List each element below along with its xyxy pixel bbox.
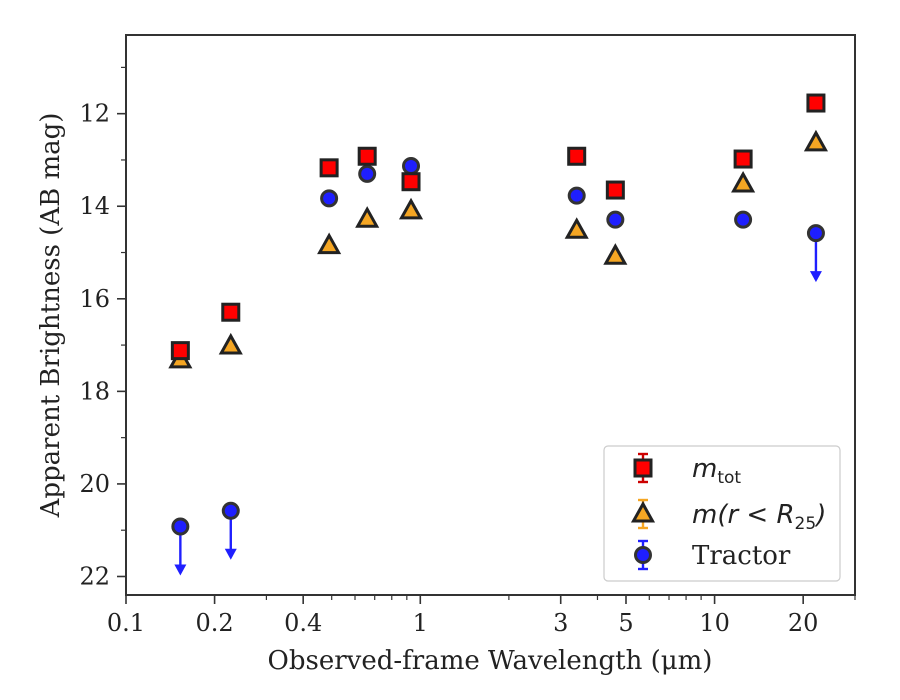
triangle-marker [355, 206, 380, 228]
y-axis-title: Apparent Brightness (AB mag) [36, 113, 66, 519]
x-axis-title: Observed-frame Wavelength (μm) [268, 646, 713, 676]
square-marker [357, 146, 377, 166]
x-tick-label: 3 [553, 609, 568, 637]
triangle-marker [218, 332, 243, 355]
legend: mtot m(r < R25) Tractor [603, 445, 841, 582]
legend-label: Tractor [692, 541, 791, 571]
x-tick-label: 0.4 [284, 609, 322, 637]
triangle-marker [317, 232, 342, 255]
triangle-marker [564, 217, 589, 239]
y-axis: 12 14 16 18 20 22 [79, 66, 126, 590]
legend-square-marker [633, 458, 653, 478]
square-marker [401, 172, 421, 192]
upper-limit-arrow-head [224, 548, 237, 560]
y-tick-label: 22 [79, 562, 110, 590]
triangle-marker [603, 243, 628, 265]
square-marker [170, 341, 190, 361]
upper-limit-arrow-head [809, 271, 822, 283]
square-marker [733, 149, 753, 169]
x-axis: 0.1 0.2 0.4 1 3 5 10 20 [107, 595, 856, 637]
triangle-marker [731, 170, 756, 193]
square-marker [567, 146, 587, 166]
x-tick-label: 10 [699, 609, 730, 637]
legend-label: mtot [692, 454, 741, 488]
plot-frame [125, 34, 856, 596]
y-tick-label: 16 [79, 285, 110, 313]
square-marker [605, 180, 625, 200]
x-tick-label: 0.2 [196, 609, 234, 637]
legend-box [603, 445, 841, 582]
triangle-marker [398, 197, 424, 220]
square-marker [806, 93, 826, 113]
upper-limit-arrow-head [174, 564, 187, 576]
plot-markers [168, 93, 828, 576]
square-marker [319, 158, 339, 178]
legend-circle-marker [634, 546, 652, 564]
x-tick-label: 0.1 [107, 609, 145, 637]
x-tick-label: 20 [788, 609, 819, 637]
triangle-marker [803, 129, 828, 152]
legend-triangle-marker [630, 500, 656, 523]
y-tick-label: 20 [79, 470, 110, 498]
square-marker [221, 302, 241, 322]
legend-label: m(r < R25) [692, 500, 826, 534]
x-tick-label: 1 [413, 609, 428, 637]
y-tick-label: 12 [79, 100, 110, 128]
x-tick-label: 5 [618, 609, 633, 637]
y-tick-label: 18 [79, 377, 110, 405]
y-tick-label: 14 [79, 192, 110, 220]
